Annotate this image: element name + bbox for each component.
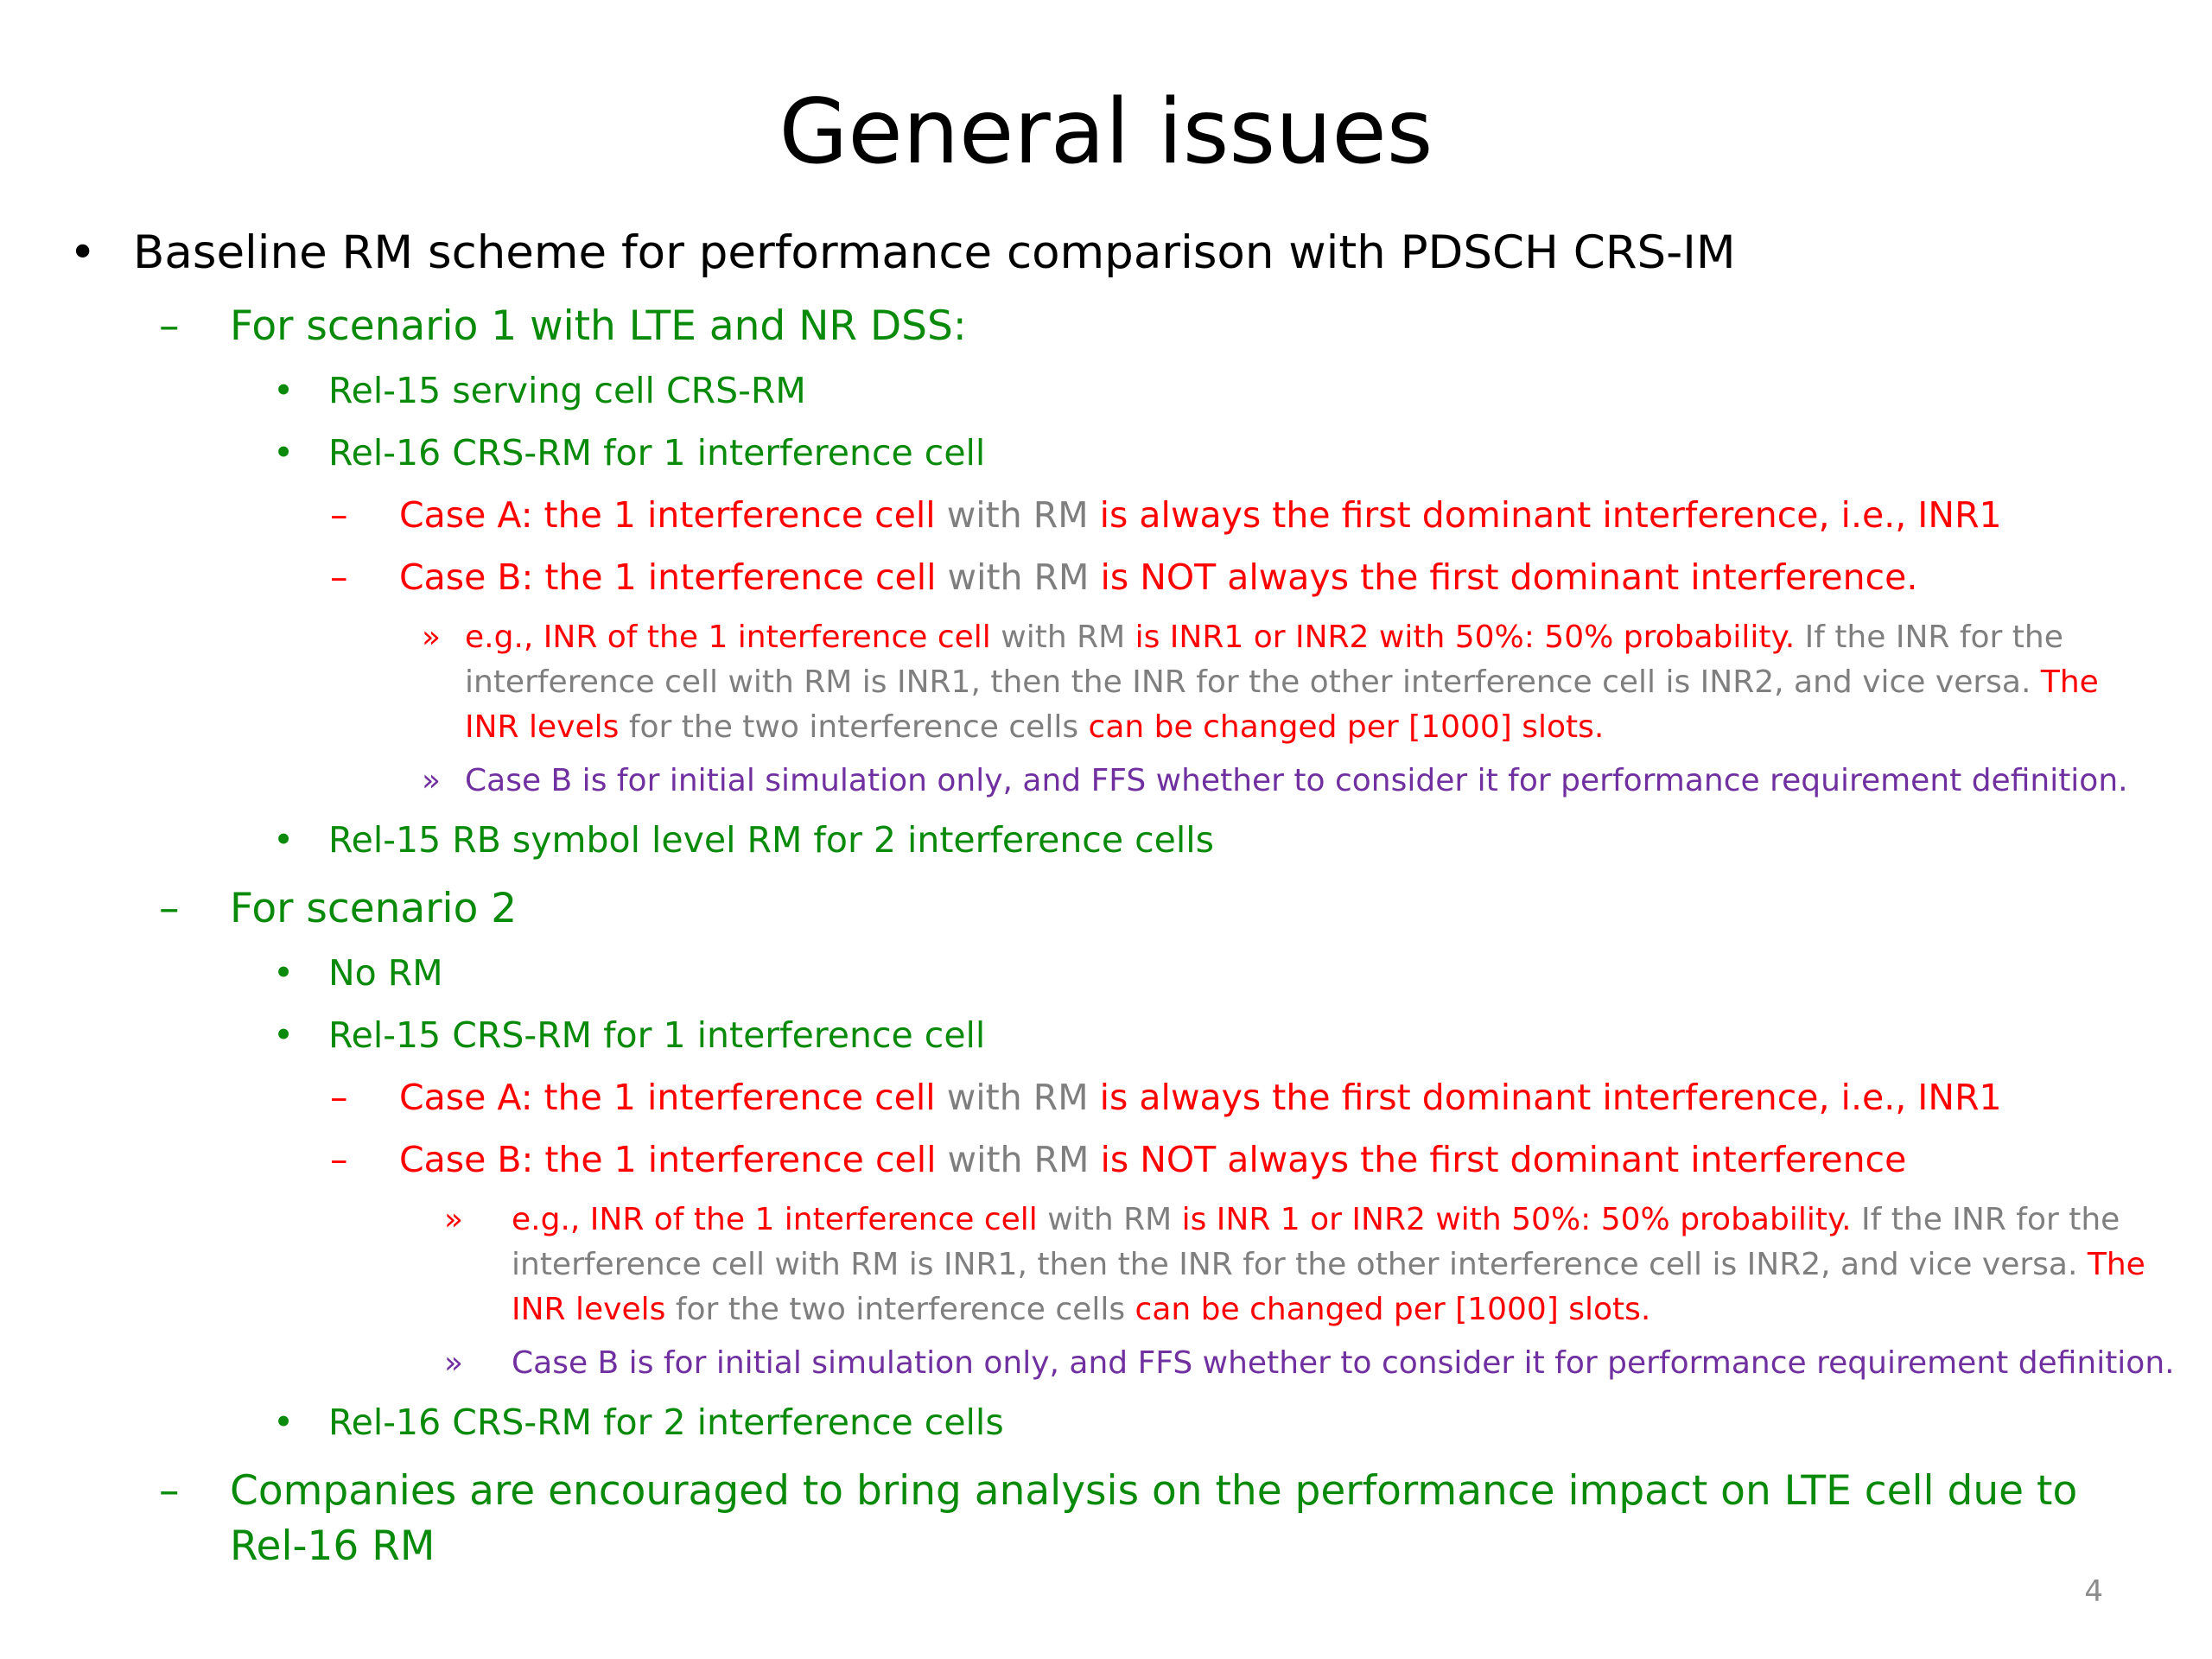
s1-item-rel15-rb-symbol: Rel-15 RB symbol level RM for 2 interfer… (328, 819, 1215, 861)
s2-note1-part-f: for the two interference cells (665, 1292, 1135, 1327)
s1-case-a: Case A: the 1 interference cell with RM … (399, 491, 2002, 539)
chevron-marker: » (444, 1345, 464, 1381)
s2-case-b-part-2: with RM (936, 1139, 1101, 1180)
dash-marker: – (330, 494, 348, 536)
s1-note-initial-simulation: Case B is for initial simulation only, a… (465, 763, 2128, 798)
dash-marker: – (159, 885, 180, 932)
s1-item-rel15-serving-cell: Rel-15 serving cell CRS-RM (328, 370, 806, 411)
s2-note1-part-b: with RM (1037, 1202, 1182, 1237)
bullet-marker: • (273, 432, 295, 474)
slide-title: General issues (779, 80, 1433, 184)
s2-case-a: Case A: the 1 interference cell with RM … (399, 1073, 2002, 1122)
s2-item-rel16-crs-rm-2-cells: Rel-16 CRS-RM for 2 interference cells (328, 1402, 1004, 1443)
s1-note1-part-g: can be changed per [1000] slots. (1088, 709, 1605, 745)
s2-note-initial-simulation: Case B is for initial simulation only, a… (512, 1345, 2175, 1381)
s2-case-b-part-1: Case B: the 1 interference cell (399, 1139, 937, 1180)
s2-note-inr-probability: e.g., INR of the 1 interference cell wit… (512, 1198, 2171, 1332)
s2-note1-part-a: e.g., INR of the 1 interference cell (512, 1202, 1038, 1237)
bullet-marker: • (273, 1402, 295, 1443)
bullet-baseline-rm-scheme: Baseline RM scheme for performance compa… (133, 226, 1736, 279)
page-number: 4 (2084, 1574, 2103, 1609)
closing-encouragement: Companies are encouraged to bring analys… (230, 1467, 2078, 1570)
scenario-1-heading: For scenario 1 with LTE and NR DSS: (230, 302, 967, 350)
s1-case-a-part-1: Case A: the 1 interference cell (399, 494, 936, 536)
bullet-marker: • (273, 952, 295, 994)
s2-note1-part-d: If the INR for the interference cell wit… (512, 1202, 2120, 1282)
s1-note1-part-b: with RM (990, 620, 1135, 655)
s2-case-a-part-2: with RM (935, 1077, 1100, 1118)
s1-note-inr-probability: e.g., INR of the 1 interference cell wit… (465, 615, 2133, 750)
s1-note1-part-a: e.g., INR of the 1 interference cell (465, 620, 991, 655)
s1-note1-part-e: The INR levels (465, 664, 2099, 745)
dash-marker: – (330, 1077, 348, 1118)
s2-case-b-part-3: is NOT always the first dominant interfe… (1100, 1139, 1907, 1180)
s1-case-a-part-3: is always the first dominant interferenc… (1099, 494, 2002, 536)
s2-note1-part-c: is INR 1 or INR2 with 50%: 50% probabili… (1181, 1202, 1852, 1237)
s1-case-b-part-1: Case B: the 1 interference cell (399, 556, 937, 598)
s2-case-a-part-1: Case A: the 1 interference cell (399, 1077, 936, 1118)
bullet-marker: • (273, 370, 295, 411)
chevron-marker: » (422, 620, 442, 655)
s2-item-rel15-crs-rm: Rel-15 CRS-RM for 1 interference cell (328, 1014, 986, 1056)
s1-case-a-part-2: with RM (935, 494, 1100, 536)
scenario-2-heading: For scenario 2 (230, 885, 518, 932)
s1-note1-part-d: If the INR for the interference cell wit… (465, 620, 2063, 700)
s1-item-rel16-crs-rm: Rel-16 CRS-RM for 1 interference cell (328, 432, 986, 474)
s2-case-a-part-3: is always the first dominant interferenc… (1099, 1077, 2002, 1118)
s1-note1-part-f: for the two interference cells (619, 709, 1089, 745)
s2-item-no-rm: No RM (328, 952, 443, 994)
bullet-marker: • (69, 226, 97, 279)
s1-case-b: Case B: the 1 interference cell with RM … (399, 553, 1917, 601)
s1-case-b-part-3: is NOT always the first dominant interfe… (1100, 556, 1918, 598)
dash-marker: – (159, 302, 180, 350)
chevron-marker: » (444, 1202, 464, 1237)
s2-note1-part-g: can be changed per [1000] slots. (1135, 1292, 1651, 1327)
dash-marker: – (330, 556, 348, 598)
dash-marker: – (330, 1139, 348, 1180)
s1-note1-part-c: is INR1 or INR2 with 50%: 50% probabilit… (1135, 620, 1796, 655)
bullet-marker: • (273, 819, 295, 861)
chevron-marker: » (422, 763, 442, 798)
dash-marker: – (159, 1467, 180, 1515)
s1-case-b-part-2: with RM (936, 556, 1101, 598)
bullet-marker: • (273, 1014, 295, 1056)
s2-case-b: Case B: the 1 interference cell with RM … (399, 1135, 1906, 1184)
s2-note1-part-e: The INR levels (512, 1247, 2145, 1327)
